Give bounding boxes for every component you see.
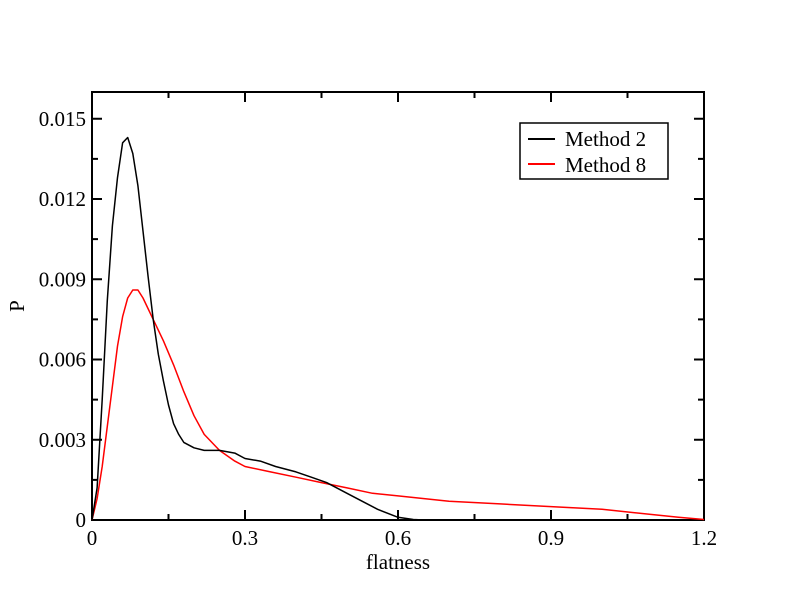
y-tick-label: 0.006 [39,348,86,372]
series-line-method-8 [91,289,705,521]
legend-box [519,122,669,180]
legend: Method 2 Method 8 [519,122,669,180]
y-tick-label: 0.012 [39,187,86,211]
y-tick-label: 0.009 [39,267,86,291]
series-line-method-2 [91,136,424,521]
x-tick-label: 1.2 [691,526,717,550]
legend-label-method-8: Method 8 [565,153,646,177]
x-tick-label: 0 [87,526,98,550]
x-tick-label: 0.3 [232,526,258,550]
x-tick-label: 0.6 [385,526,411,550]
x-axis-label: flatness [366,550,430,574]
legend-label-method-2: Method 2 [565,127,646,151]
y-tick-label: 0.003 [39,428,86,452]
series-layer [91,136,705,521]
axis-ticks [91,92,705,521]
y-tick-labels: 0 0.003 0.006 0.009 0.012 0.015 [39,107,86,532]
y-tick-label: 0 [76,508,87,532]
x-tick-label: 0.9 [538,526,564,550]
y-tick-label: 0.015 [39,107,86,131]
y-axis-label: P [5,300,29,312]
x-tick-labels: 0 0.3 0.6 0.9 1.2 [87,526,717,550]
